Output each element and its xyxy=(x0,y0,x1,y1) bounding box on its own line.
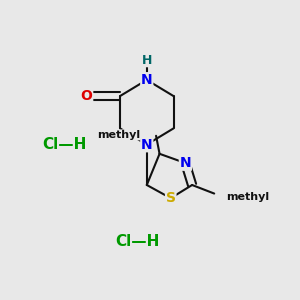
Text: S: S xyxy=(166,191,176,205)
Text: H: H xyxy=(142,53,152,67)
Text: N: N xyxy=(180,156,191,170)
Text: methyl: methyl xyxy=(97,130,140,140)
Text: N: N xyxy=(141,138,153,152)
Text: N: N xyxy=(141,73,153,87)
Text: methyl: methyl xyxy=(226,191,269,202)
Text: O: O xyxy=(81,89,92,103)
Text: Cl—H: Cl—H xyxy=(42,137,86,152)
Text: Cl—H: Cl—H xyxy=(115,234,160,249)
